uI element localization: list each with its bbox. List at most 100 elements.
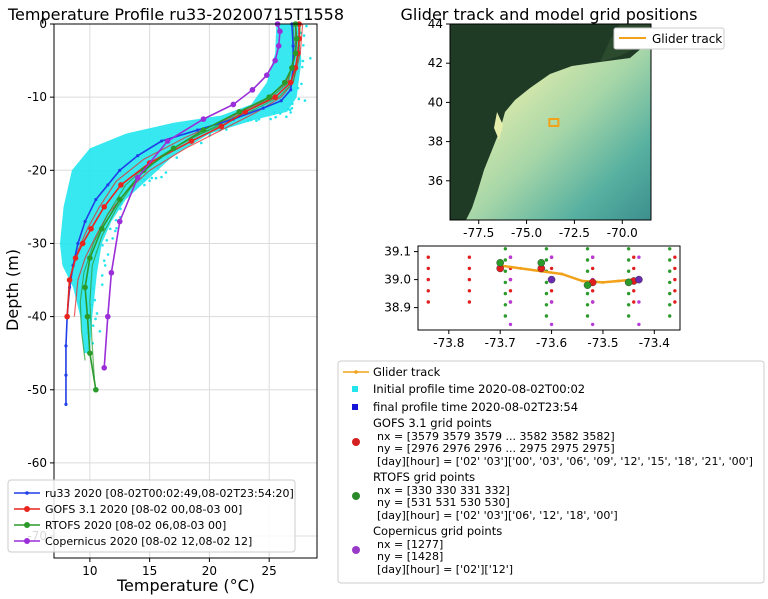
- glider-cloud-dot: [98, 329, 102, 333]
- gofs-grid-point: [549, 266, 554, 271]
- glider-cloud-dot: [119, 207, 122, 211]
- chesapeake-bay: [494, 112, 503, 140]
- glider-cloud-dot: [290, 106, 294, 110]
- series-point-1: [272, 94, 278, 100]
- glider-cloud-dot: [255, 119, 258, 122]
- x-tick-label: 25: [262, 564, 277, 578]
- series-point-1: [79, 240, 86, 247]
- profile-frame: [53, 23, 318, 559]
- copernicus-grid-point: [549, 322, 554, 327]
- series-point-0: [279, 99, 283, 103]
- rtofs-grid-point: [585, 314, 590, 318]
- zoom-glider-track: [500, 264, 634, 284]
- grid-zoom-plot: -73.8 -73.7 -73.6 -73.5 -73.4 39.1 39.0 38.9: [384, 245, 681, 350]
- zoom-x-tick-label: -73.6: [536, 336, 567, 350]
- glider-cloud-dot: [115, 226, 118, 230]
- map-frame: [449, 23, 652, 221]
- zoom-glider-point: [580, 279, 584, 283]
- rtofs-grid-point: [503, 258, 508, 262]
- rtofs-grid-point: [626, 269, 631, 273]
- rtofs-grid-point: [585, 303, 590, 307]
- series-point-3: [275, 43, 282, 49]
- series-point-0: [118, 168, 122, 172]
- land-coast: [450, 24, 651, 220]
- y-tick-label: 0: [39, 17, 47, 31]
- copernicus-grid-point: [590, 322, 595, 327]
- series-point-3: [108, 269, 115, 276]
- series-point-3: [200, 116, 207, 122]
- series-point-2: [82, 284, 88, 291]
- series-point-1: [218, 123, 225, 130]
- map-y-tick-label: 42: [428, 56, 443, 70]
- glider-cloud-dot: [100, 274, 104, 277]
- rtofs-grid-point: [503, 291, 508, 296]
- series-point-3: [263, 72, 270, 79]
- glider-cloud-dot: [103, 264, 107, 267]
- legend-copernicus-title: Copernicus grid points: [373, 524, 502, 538]
- zoom-highlight-point: [496, 258, 504, 267]
- gofs-grid-point: [673, 289, 677, 293]
- glider-cloud-dot: [92, 287, 95, 290]
- map-y-ticks: 44 42 40 38 36: [428, 17, 450, 188]
- rtofs-grid-point: [626, 314, 631, 318]
- zoom-highlight-point: [547, 275, 556, 284]
- series-point-3: [116, 218, 123, 225]
- series-point-3: [134, 174, 141, 181]
- series-point-1: [72, 255, 79, 261]
- rtofs-grid-point: [626, 303, 631, 307]
- gofs-grid-point: [467, 255, 472, 259]
- series-point-1: [64, 313, 70, 320]
- zoom-x-tick-label: -73.4: [639, 336, 670, 350]
- x-tick-label: 10: [82, 564, 97, 578]
- legend-copernicus-nx: nx = [1277]: [377, 538, 443, 551]
- rtofs-grid-point: [503, 269, 508, 273]
- legend-gofs-ny: ny = [2976 2976 2976 ... 2975 2975 2975]: [377, 442, 615, 455]
- map-x-ticks: -77.5 -75.0 -72.5 -70.0: [463, 220, 638, 240]
- series-point-2: [116, 196, 123, 203]
- series-point-3: [101, 365, 108, 371]
- grid-legend-box: [337, 360, 765, 584]
- glider-cloud-dot: [95, 312, 99, 315]
- rtofs-grid-point: [668, 258, 672, 262]
- series-point-2: [84, 313, 91, 320]
- rtofs-grid-point: [585, 247, 590, 251]
- glider-cloud-dot: [309, 56, 312, 60]
- glider-cloud-dot: [300, 82, 303, 86]
- gofs-grid-point: [590, 266, 595, 271]
- gofs-grid-point: [508, 289, 513, 293]
- glider-cloud-dot: [305, 24, 308, 28]
- glider-cloud-dot: [296, 86, 300, 90]
- legend-copernicus-ny: ny = [1428]: [377, 550, 443, 563]
- gofs-grid-point: [426, 289, 430, 293]
- rtofs-grid-point: [544, 314, 549, 318]
- y-tick-label: -30: [27, 236, 47, 250]
- series-point-1: [287, 79, 294, 86]
- rtofs-grid-point: [544, 291, 549, 296]
- zoom-x-tick-label: -73.8: [433, 336, 464, 350]
- series-point-3: [104, 313, 111, 320]
- copernicus-grid-point: [590, 255, 595, 259]
- zoom-y-ticks: 39.1 39.0 38.9: [384, 245, 418, 315]
- glider-cloud-dot: [303, 99, 307, 102]
- gofs-grid-point: [590, 289, 595, 293]
- zoom-x-ticks: -73.8 -73.7 -73.6 -73.5 -73.4: [433, 330, 670, 350]
- series-point-2: [200, 127, 207, 133]
- series-point-2: [292, 50, 299, 57]
- gofs-grid-point: [673, 277, 677, 282]
- zoom-highlight-point: [537, 258, 546, 267]
- legend-label-0: ru33 2020 [08-02T00:02:49,08-02T23:54:20…: [45, 487, 294, 500]
- y-tick-label: -60: [27, 456, 47, 470]
- map-legend-label: Glider track: [652, 32, 722, 46]
- legend-marker-1: [24, 506, 30, 512]
- glider-cloud-dot: [291, 102, 294, 105]
- glider-cloud-dot: [285, 115, 288, 119]
- rtofs-grid-point: [668, 280, 672, 285]
- profile-y-ticks: 0-10-20-30-40-50-60-70: [27, 17, 54, 543]
- map-legend: Glider track: [613, 27, 725, 50]
- rtofs-grid-point: [585, 269, 590, 273]
- zoom-highlight-point: [624, 278, 633, 287]
- copernicus-grid-point: [508, 277, 513, 282]
- rtofs-grid-point: [585, 258, 590, 262]
- legend-final-label: final profile time 2020-08-02T23:54: [373, 400, 578, 414]
